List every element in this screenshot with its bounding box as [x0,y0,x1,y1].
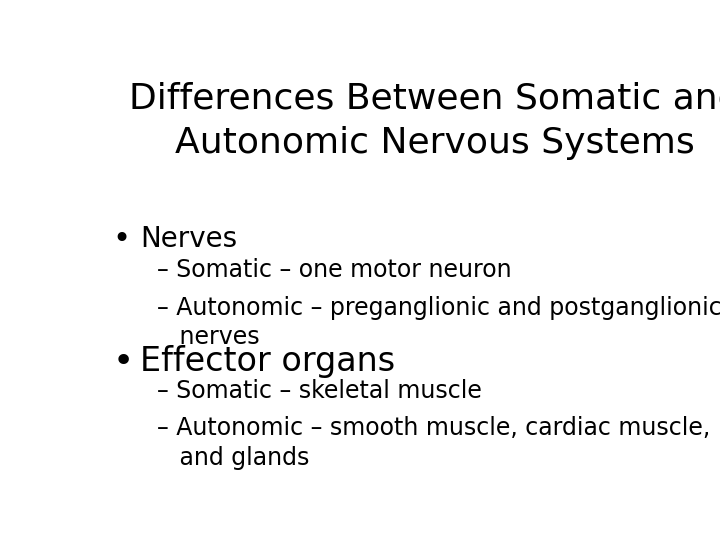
Text: •: • [112,225,130,254]
Text: – Somatic – skeletal muscle: – Somatic – skeletal muscle [157,379,482,403]
Text: Effector organs: Effector organs [140,346,395,379]
Text: Nerves: Nerves [140,225,238,253]
Text: Differences Between Somatic and
    Autonomic Nervous Systems: Differences Between Somatic and Autonomi… [129,82,720,160]
Text: •: • [112,346,134,380]
Text: – Somatic – one motor neuron: – Somatic – one motor neuron [157,258,512,282]
Text: – Autonomic – preganglionic and postganglionic
   nerves: – Autonomic – preganglionic and postgang… [157,295,720,349]
Text: – Autonomic – smooth muscle, cardiac muscle,
   and glands: – Autonomic – smooth muscle, cardiac mus… [157,416,710,470]
